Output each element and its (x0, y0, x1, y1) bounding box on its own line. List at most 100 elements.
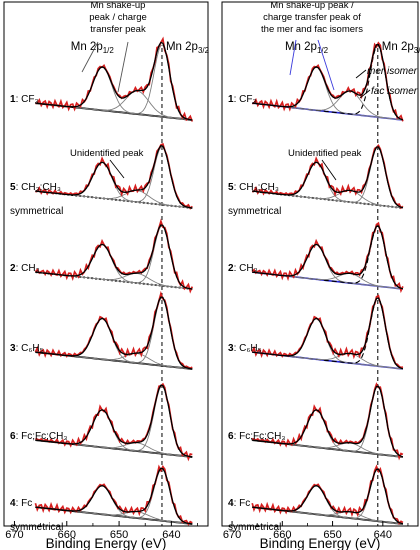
annotation-shakeup: charge transfer peak of (263, 12, 361, 23)
peak-label: Mn 2p1/2 (285, 41, 329, 55)
component-2p12 (252, 244, 403, 290)
annotation-arrow (109, 159, 125, 179)
compound-number: 5 (10, 182, 16, 193)
annotation-arrow (321, 159, 337, 181)
compound-label: 1: CF₃ (228, 94, 257, 105)
compound-note: symmetrical (228, 206, 281, 217)
compound-label: 6: Fc;Fc;CH₃ (10, 431, 67, 442)
spectrum-1 (35, 36, 194, 122)
compound-label: 5: CH₃;CH₃ (228, 182, 279, 193)
peak-label-sub: 3/2 (198, 46, 210, 55)
annotation-arrow (117, 41, 129, 93)
compound-note: symmetrical (10, 522, 63, 533)
annotation-fac-isomer: fac isomer (371, 86, 418, 97)
annotation-arrow (355, 69, 367, 79)
compound-number: 4 (228, 498, 234, 509)
peak-label-main: Mn 2p (71, 41, 103, 53)
component-2p12 (35, 485, 193, 525)
annotation-arrow (289, 39, 297, 76)
plot-frame (221, 1, 419, 527)
fit-envelope (35, 144, 193, 209)
component-2p32 (252, 468, 404, 525)
annotation-unidentified: Unidentified peak (288, 148, 362, 159)
peak-label: Mn 2p3/2 (382, 41, 420, 55)
fit-envelope (35, 384, 193, 458)
experimental-curve (251, 294, 404, 369)
spectrum-4 (34, 464, 193, 526)
peak-label-main: Mn 2p (382, 41, 414, 53)
x-tick-label: 670 (5, 529, 23, 541)
plot-frame (3, 1, 209, 527)
compound-formula: : CF₃ (16, 94, 39, 105)
annotation-arrow (81, 41, 99, 73)
spectrum-3 (34, 290, 193, 370)
spectrum-5 (251, 143, 404, 210)
spectrum-5 (35, 142, 193, 210)
fit-envelope (35, 224, 193, 290)
x-tick-label: 650 (323, 529, 341, 541)
peak-label: Mn 2p3/2 (166, 41, 210, 55)
compound-note: symmetrical (10, 206, 63, 217)
component-2p12 (35, 244, 193, 290)
annotation-arrow (317, 39, 335, 91)
compound-formula: : CF₃ (234, 94, 257, 105)
component-2p12 (252, 485, 403, 525)
compound-formula: : Fc;Fc;CH₃ (16, 431, 68, 442)
x-tick-label: 650 (110, 529, 128, 541)
peak-label-main: Mn 2p (285, 41, 317, 53)
compound-label: 2: CH₃ (10, 263, 40, 274)
annotation-unidentified: Unidentified peak (70, 148, 144, 159)
fit-envelope (252, 225, 404, 290)
compound-formula: : C₆H₅ (234, 343, 262, 354)
compound-label: 4: Fc (10, 498, 32, 509)
compound-number: 2 (228, 263, 234, 274)
annotation-shakeup: Mn shake-up (91, 0, 146, 11)
compound-label: 6: Fc;Fc;CH₃ (228, 431, 285, 442)
spectrum-4 (251, 464, 404, 525)
peak-label-main: Mn 2p (166, 41, 198, 53)
experimental-curve (251, 382, 404, 461)
x-axis-label: Binding Energy (eV) (260, 536, 381, 550)
fit-envelope (252, 468, 404, 525)
peak-label-sub: 3/2 (414, 46, 420, 55)
compound-label: 3: C₆H₅ (228, 343, 262, 354)
fit-envelope (252, 146, 404, 209)
spectrum-1 (252, 41, 404, 122)
component-2p32 (35, 385, 193, 458)
x-axis-label: Binding Energy (eV) (46, 536, 167, 550)
peak-label-sub: 1/2 (317, 46, 329, 55)
compound-label: 3: C₆H₅ (10, 343, 44, 354)
fit-envelope (252, 297, 404, 370)
x-tick-label: 640 (374, 529, 392, 541)
experimental-curve (251, 143, 404, 210)
fit-envelope (35, 41, 193, 121)
compound-formula: : CH₃ (234, 263, 258, 274)
fit-envelope (35, 467, 193, 525)
fit-envelope (252, 43, 404, 121)
experimental-curve (34, 290, 193, 370)
annotation-shakeup: Mn shake-up peak / (270, 0, 354, 11)
annotation-shakeup: the mer and fac isomers (261, 24, 363, 35)
peak-label-sub: 1/2 (103, 46, 115, 55)
compound-note: symmetrical (228, 522, 281, 533)
peak-label: Mn 2p1/2 (71, 41, 115, 55)
annotation-shakeup: peak / charge (89, 12, 147, 23)
compound-label: 5: CH₃;CH₃ (10, 182, 61, 193)
compound-number: 1 (10, 94, 16, 105)
spectrum-3 (251, 294, 404, 370)
compound-formula: : CH₃ (16, 263, 40, 274)
compound-formula: : Fc;Fc;CH₃ (234, 431, 286, 442)
compound-formula: : CH₃;CH₃ (234, 182, 279, 193)
fit-envelope (35, 296, 193, 370)
compound-number: 4 (10, 498, 16, 509)
component-2p32 (35, 297, 193, 370)
compound-formula: : CH₃;CH₃ (16, 182, 61, 193)
compound-number: 3 (228, 343, 234, 354)
spectrum-2 (251, 221, 404, 294)
annotation-arrow (359, 89, 371, 99)
annotation-shakeup: transfer peak (90, 24, 146, 35)
compound-label: 2: CH₃ (228, 263, 258, 274)
compound-number: 1 (228, 94, 234, 105)
compound-label: 4: Fc (228, 498, 250, 509)
